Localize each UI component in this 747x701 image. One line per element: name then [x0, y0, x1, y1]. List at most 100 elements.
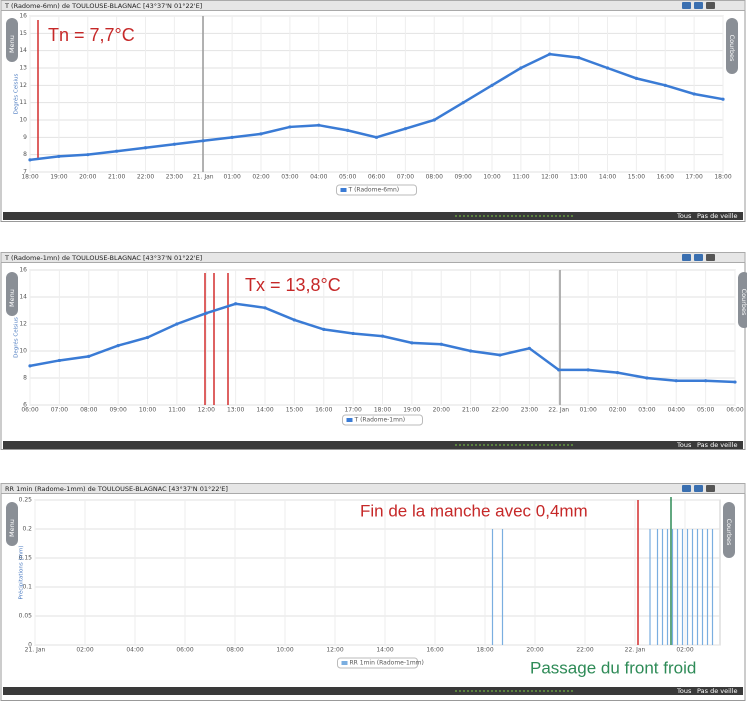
y-axis-label: Degrés Celsius — [13, 317, 20, 358]
menu-button[interactable] — [6, 272, 18, 316]
point — [57, 154, 61, 158]
x-tick-label: 16:00 — [657, 174, 674, 181]
all-button[interactable]: Tous — [676, 441, 692, 449]
point — [519, 66, 523, 70]
curves-button[interactable] — [738, 272, 747, 328]
timeline-bar — [3, 212, 743, 220]
x-tick-label: 23:00 — [521, 407, 538, 414]
y-tick-label: 0 — [28, 642, 32, 649]
legend-box[interactable] — [336, 184, 417, 196]
y-tick-label: 7 — [23, 169, 27, 176]
all-button[interactable]: Tous — [676, 212, 692, 220]
window-button[interactable] — [706, 2, 715, 9]
annotation: Tx = 13,8°C — [245, 275, 341, 295]
window-button[interactable] — [694, 485, 703, 492]
x-tick-label: 06:00 — [368, 174, 385, 181]
y-tick-label: 0.15 — [19, 555, 33, 562]
curves-label: Courbes — [728, 35, 736, 62]
y-tick-label: 11 — [19, 99, 27, 106]
x-tick-label: 06:00 — [726, 407, 743, 414]
point — [410, 341, 414, 345]
x-tick-label: 15:00 — [286, 407, 303, 414]
curves-button[interactable] — [723, 502, 735, 558]
point — [634, 76, 638, 80]
bar — [701, 529, 704, 645]
point — [645, 376, 649, 380]
x-tick-label: 12:00 — [541, 174, 558, 181]
point — [292, 318, 296, 322]
menu-button[interactable] — [6, 18, 18, 62]
timeline-bar — [3, 441, 743, 449]
bar — [706, 529, 709, 645]
legend-swatch — [340, 188, 347, 192]
x-tick-label: 16:00 — [315, 407, 332, 414]
window-button[interactable] — [694, 254, 703, 261]
standby-button[interactable]: Pas de veille — [697, 212, 738, 220]
bar — [686, 529, 689, 645]
bar — [681, 529, 684, 645]
point — [527, 346, 531, 350]
window-button[interactable] — [682, 485, 691, 492]
point — [605, 66, 610, 70]
point — [663, 83, 667, 87]
bar — [491, 529, 494, 645]
legend-label: RR 1min (Radome-1mm) — [350, 660, 424, 667]
window-button[interactable] — [706, 254, 715, 261]
y-tick-label: 12 — [19, 82, 27, 89]
point — [87, 354, 91, 358]
window-button[interactable] — [694, 2, 703, 9]
point — [234, 302, 238, 306]
timeline-bar — [3, 687, 743, 695]
point — [263, 306, 267, 310]
x-tick-label: 21:00 — [462, 407, 479, 414]
curves-label: Courbes — [725, 519, 733, 546]
menu-label: Menu — [8, 35, 16, 53]
x-tick-label: 10:00 — [483, 174, 500, 181]
window-button[interactable] — [706, 485, 715, 492]
x-tick-label: 15:00 — [628, 174, 645, 181]
point — [557, 368, 561, 372]
annotation: Fin de la manche avec 0,4mm — [360, 501, 588, 520]
point — [374, 135, 379, 139]
point — [704, 379, 708, 383]
x-tick-label: 20:00 — [433, 407, 450, 414]
window-button[interactable] — [682, 254, 691, 261]
menu-label: Menu — [8, 519, 16, 537]
x-tick-label: 08:00 — [80, 407, 97, 414]
window-button[interactable] — [682, 2, 691, 9]
x-tick-label: 12:00 — [198, 407, 215, 414]
bar — [649, 529, 651, 645]
point — [733, 380, 737, 384]
window-title: T (Radome-6mn) de TOULOUSE-BLAGNAC [43°3… — [4, 2, 202, 10]
y-tick-label: 0.05 — [19, 613, 33, 620]
x-tick-label: 22:00 — [576, 647, 593, 654]
x-tick-label: 19:00 — [50, 174, 67, 181]
point — [380, 334, 385, 338]
legend-box[interactable] — [342, 414, 423, 426]
annotation: Passage du front froid — [530, 658, 696, 677]
x-tick-label: 10:00 — [276, 647, 293, 654]
x-tick-label: 22:00 — [137, 174, 154, 181]
x-tick-label: 07:00 — [51, 407, 68, 414]
menu-button[interactable] — [6, 502, 18, 546]
x-tick-label: 14:00 — [376, 647, 393, 654]
standby-button[interactable]: Pas de veille — [697, 687, 738, 695]
all-button[interactable]: Tous — [676, 687, 692, 695]
point — [615, 371, 620, 375]
y-tick-label: 8 — [23, 151, 27, 158]
point — [586, 368, 590, 372]
standby-button[interactable]: Pas de veille — [697, 441, 738, 449]
legend-box[interactable] — [337, 657, 418, 669]
point — [692, 92, 696, 96]
y-tick-label: 16 — [19, 267, 27, 274]
point — [57, 358, 61, 363]
y-tick-label: 0.25 — [19, 497, 33, 504]
curves-button[interactable] — [726, 18, 738, 74]
x-tick-label: 01:00 — [579, 407, 596, 414]
x-tick-label: 01:00 — [223, 174, 240, 181]
x-tick-label: 07:00 — [397, 174, 414, 181]
bar — [501, 529, 504, 645]
point — [143, 146, 148, 150]
legend-swatch — [341, 661, 348, 665]
